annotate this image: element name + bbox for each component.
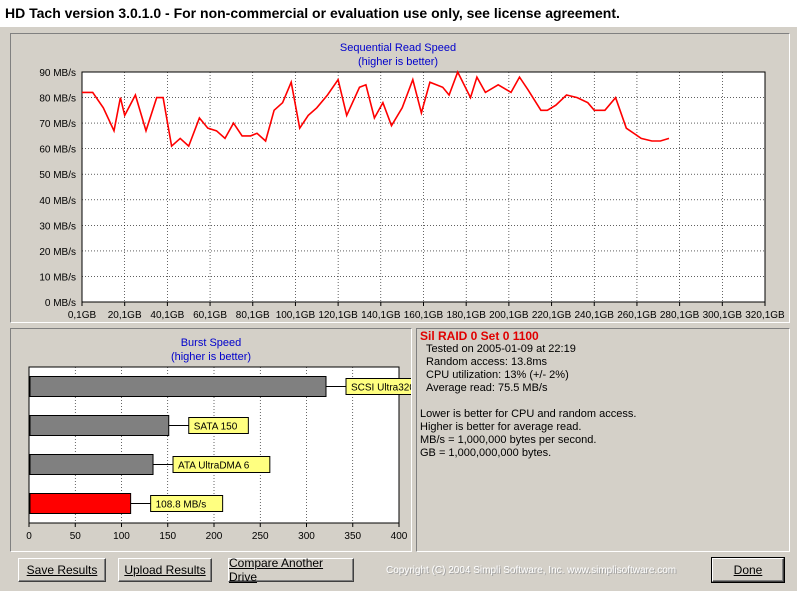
y-tick-label: 20 MB/s xyxy=(39,247,76,258)
x-tick-label: 80,1GB xyxy=(236,310,270,321)
burst-bar-label: 108.8 MB/s xyxy=(156,500,207,511)
cpu-utilization: CPU utilization: 13% (+/- 2%) xyxy=(426,369,569,381)
burst-x-tick-label: 200 xyxy=(206,531,223,542)
x-tick-label: 160,1GB xyxy=(404,310,444,321)
average-read: Average read: 75.5 MB/s xyxy=(426,382,548,394)
x-tick-label: 180,1GB xyxy=(446,310,486,321)
x-tick-label: 0,1GB xyxy=(68,310,97,321)
x-tick-label: 120,1GB xyxy=(318,310,358,321)
window-title: HD Tach version 3.0.1.0 - For non-commer… xyxy=(0,0,797,27)
y-tick-label: 70 MB/s xyxy=(39,119,76,130)
x-tick-label: 240,1GB xyxy=(575,310,615,321)
note-mbs: MB/s = 1,000,000 bytes per second. xyxy=(420,434,597,446)
y-tick-label: 40 MB/s xyxy=(39,196,76,207)
x-tick-label: 320,1GB xyxy=(745,310,785,321)
y-tick-label: 0 MB/s xyxy=(45,298,76,309)
burst-label-box xyxy=(188,417,249,434)
x-tick-label: 20,1GB xyxy=(108,310,142,321)
x-tick-label: 140,1GB xyxy=(361,310,401,321)
tested-on: Tested on 2005-01-09 at 22:19 xyxy=(426,343,576,355)
burst-x-tick-label: 250 xyxy=(252,531,269,542)
done-label: Done xyxy=(733,563,763,577)
burst-bar-label: ATA UltraDMA 6 xyxy=(178,461,250,472)
sequential-chart-subtitle: (higher is better) xyxy=(358,56,438,68)
done-button[interactable]: Done xyxy=(711,557,785,583)
burst-bar xyxy=(29,415,170,436)
burst-bar-label: SATA 150 xyxy=(194,422,238,433)
results-info: Sil RAID 0 Set 0 1100 Tested on 2005-01-… xyxy=(420,330,792,550)
burst-chart-title: Burst Speed xyxy=(181,337,242,349)
upload-results-label: Upload Results xyxy=(124,563,206,577)
burst-x-tick-label: 400 xyxy=(391,531,408,542)
x-tick-label: 200,1GB xyxy=(489,310,529,321)
burst-bar xyxy=(29,454,154,475)
y-tick-label: 80 MB/s xyxy=(39,94,76,105)
burst-bar xyxy=(29,376,327,397)
compare-another-drive-button[interactable]: Compare Another Drive xyxy=(228,556,354,584)
burst-chart-panel: Burst Speed (higher is better) 0 50 100 150… xyxy=(10,328,412,552)
x-tick-label: 220,1GB xyxy=(532,310,572,321)
x-tick-label: 60,1GB xyxy=(193,310,227,321)
upload-results-button[interactable]: Upload Results xyxy=(118,558,212,582)
random-access: Random access: 13.8ms xyxy=(426,356,548,368)
burst-chart-subtitle: (higher is better) xyxy=(171,351,251,363)
compare-another-drive-label: Compare Another Drive xyxy=(229,556,324,584)
sequential-chart-panel: Sequential Read Speed (higher is better)… xyxy=(10,33,790,323)
burst-label-box xyxy=(345,378,411,395)
drive-name: Sil RAID 0 Set 0 1100 xyxy=(420,329,539,343)
burst-label-box xyxy=(172,456,271,473)
note-gb: GB = 1,000,000,000 bytes. xyxy=(420,447,552,459)
x-tick-label: 40,1GB xyxy=(150,310,184,321)
y-tick-label: 50 MB/s xyxy=(39,170,76,181)
burst-chart: Burst Speed (higher is better) 0 50 100 150… xyxy=(26,337,411,542)
sequential-read-line xyxy=(82,69,670,148)
y-tick-label: 10 MB/s xyxy=(39,272,76,283)
note-higher: Higher is better for average read. xyxy=(420,421,582,433)
burst-label-box xyxy=(150,495,224,512)
x-tick-label: 280,1GB xyxy=(660,310,700,321)
x-tick-label: 260,1GB xyxy=(617,310,657,321)
burst-bar xyxy=(29,493,132,514)
save-results-label: Save Results xyxy=(26,563,98,577)
sequential-chart: Sequential Read Speed (higher is better)… xyxy=(39,42,785,321)
note-lower: Lower is better for CPU and random acces… xyxy=(420,408,637,420)
sequential-chart-title: Sequential Read Speed xyxy=(340,42,456,54)
burst-x-tick-label: 350 xyxy=(344,531,361,542)
burst-x-tick-label: 50 xyxy=(70,531,82,542)
save-results-button[interactable]: Save Results xyxy=(18,558,106,582)
burst-bar-label: SCSI Ultra320 xyxy=(351,383,411,394)
info-panel xyxy=(416,328,790,552)
y-tick-label: 30 MB/s xyxy=(39,221,76,232)
y-tick-label: 90 MB/s xyxy=(39,68,76,79)
burst-x-tick-label: 0 xyxy=(26,531,32,542)
copyright-text: Copyright (C) 2004 Simpli Software, Inc.… xyxy=(386,565,677,576)
burst-x-tick-label: 300 xyxy=(298,531,315,542)
x-tick-label: 100,1GB xyxy=(276,310,316,321)
y-tick-label: 60 MB/s xyxy=(39,145,76,156)
burst-x-tick-label: 100 xyxy=(113,531,130,542)
x-tick-label: 300,1GB xyxy=(703,310,743,321)
burst-x-tick-label: 150 xyxy=(159,531,176,542)
